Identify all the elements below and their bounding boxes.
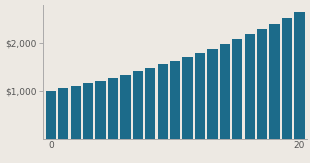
Bar <box>183 57 193 139</box>
Bar <box>71 86 81 139</box>
Bar <box>46 91 56 139</box>
Bar <box>282 18 292 139</box>
Bar <box>133 71 143 139</box>
Bar <box>120 75 131 139</box>
Bar <box>83 83 93 139</box>
Bar <box>232 39 242 139</box>
Bar <box>170 61 180 139</box>
Bar <box>157 65 168 139</box>
Bar <box>245 34 255 139</box>
Bar <box>95 81 106 139</box>
Bar <box>207 49 218 139</box>
Bar <box>269 24 280 139</box>
Bar <box>257 29 267 139</box>
Bar <box>145 68 155 139</box>
Bar <box>220 44 230 139</box>
Bar <box>195 53 205 139</box>
Bar <box>294 12 304 139</box>
Bar <box>108 78 118 139</box>
Bar <box>58 88 69 139</box>
